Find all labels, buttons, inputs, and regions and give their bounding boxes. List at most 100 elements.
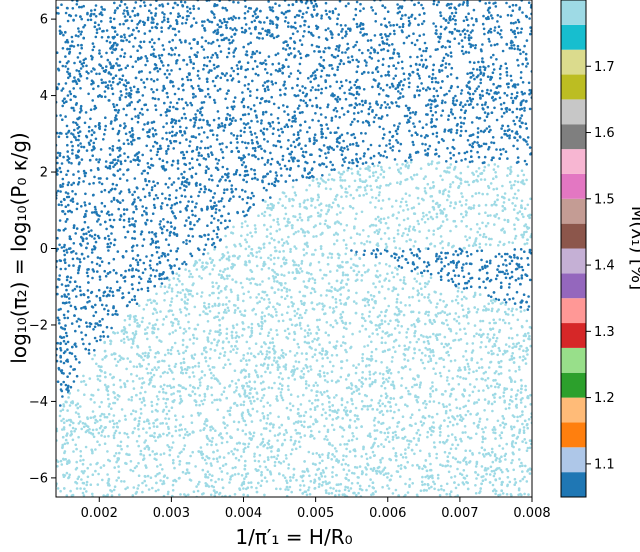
data-point	[56, 151, 60, 155]
data-point	[67, 60, 70, 63]
data-point	[519, 136, 522, 139]
data-point	[319, 106, 322, 110]
data-point	[118, 154, 122, 157]
data-point	[220, 21, 224, 25]
data-point	[236, 210, 239, 214]
data-point	[75, 285, 79, 288]
data-point	[174, 196, 178, 200]
data-point	[122, 55, 126, 59]
data-point	[170, 163, 174, 167]
data-point	[56, 429, 59, 433]
data-point	[432, 0, 436, 3]
data-point	[251, 53, 254, 56]
data-point	[386, 272, 389, 276]
data-point	[280, 127, 283, 131]
data-point	[403, 78, 406, 81]
data-point	[77, 30, 81, 33]
data-point	[233, 33, 236, 36]
data-point	[168, 231, 172, 235]
data-point	[277, 62, 281, 65]
data-point	[203, 234, 207, 237]
data-point	[296, 84, 299, 87]
data-point	[197, 414, 201, 417]
data-point	[223, 188, 226, 191]
data-point	[529, 26, 532, 29]
data-point	[337, 46, 341, 49]
data-point	[324, 116, 328, 119]
data-point	[485, 260, 489, 264]
data-point	[113, 163, 117, 167]
data-point	[465, 250, 469, 254]
data-point	[195, 148, 199, 151]
data-point	[357, 60, 360, 63]
data-point	[169, 101, 172, 104]
data-point	[165, 152, 168, 155]
data-point	[296, 367, 299, 370]
data-point	[405, 36, 409, 39]
data-point	[231, 190, 234, 193]
data-point	[326, 356, 329, 360]
data-point	[510, 14, 513, 17]
data-point	[201, 20, 204, 23]
data-point	[160, 282, 164, 285]
data-point	[267, 0, 270, 3]
data-point	[119, 440, 123, 444]
data-point	[89, 169, 93, 172]
data-point	[98, 49, 101, 52]
data-point	[457, 42, 461, 45]
data-point	[499, 15, 502, 18]
data-point	[267, 100, 271, 103]
data-point	[192, 96, 195, 99]
data-point	[288, 332, 291, 336]
data-point	[499, 64, 503, 68]
data-point	[91, 276, 94, 280]
data-point	[471, 133, 475, 136]
data-point	[439, 35, 442, 39]
data-point	[426, 152, 430, 155]
data-point	[144, 268, 147, 271]
data-point	[364, 161, 368, 164]
data-point	[499, 148, 502, 151]
data-point	[79, 74, 82, 78]
data-point	[409, 248, 412, 251]
data-point	[276, 18, 280, 21]
data-point	[88, 234, 92, 237]
data-point	[264, 29, 267, 33]
data-point	[285, 431, 289, 434]
data-point	[68, 13, 71, 17]
data-point	[520, 257, 523, 260]
data-point	[372, 372, 376, 376]
data-point	[213, 245, 217, 249]
data-point	[287, 388, 290, 392]
data-point	[159, 205, 163, 208]
data-point	[383, 133, 386, 136]
data-point	[470, 155, 473, 158]
data-point	[513, 180, 517, 183]
data-point	[415, 318, 419, 322]
data-point	[421, 22, 424, 26]
data-point	[393, 158, 397, 161]
data-point	[134, 115, 137, 118]
data-point	[60, 295, 64, 298]
data-point	[227, 172, 230, 175]
data-point	[124, 159, 127, 163]
data-point	[417, 1, 421, 5]
data-point	[334, 115, 338, 118]
data-point	[241, 157, 245, 160]
data-point	[476, 150, 479, 154]
data-point	[146, 171, 150, 175]
data-point	[243, 314, 246, 317]
data-point	[364, 319, 367, 323]
data-point	[196, 74, 200, 77]
data-point	[107, 261, 111, 265]
data-point	[94, 125, 97, 128]
data-point	[277, 201, 280, 205]
data-point	[468, 92, 472, 96]
data-point	[225, 440, 229, 444]
data-point	[233, 49, 236, 52]
data-point	[192, 135, 195, 138]
data-point	[310, 13, 314, 17]
data-point	[412, 32, 415, 35]
data-point	[244, 123, 248, 126]
